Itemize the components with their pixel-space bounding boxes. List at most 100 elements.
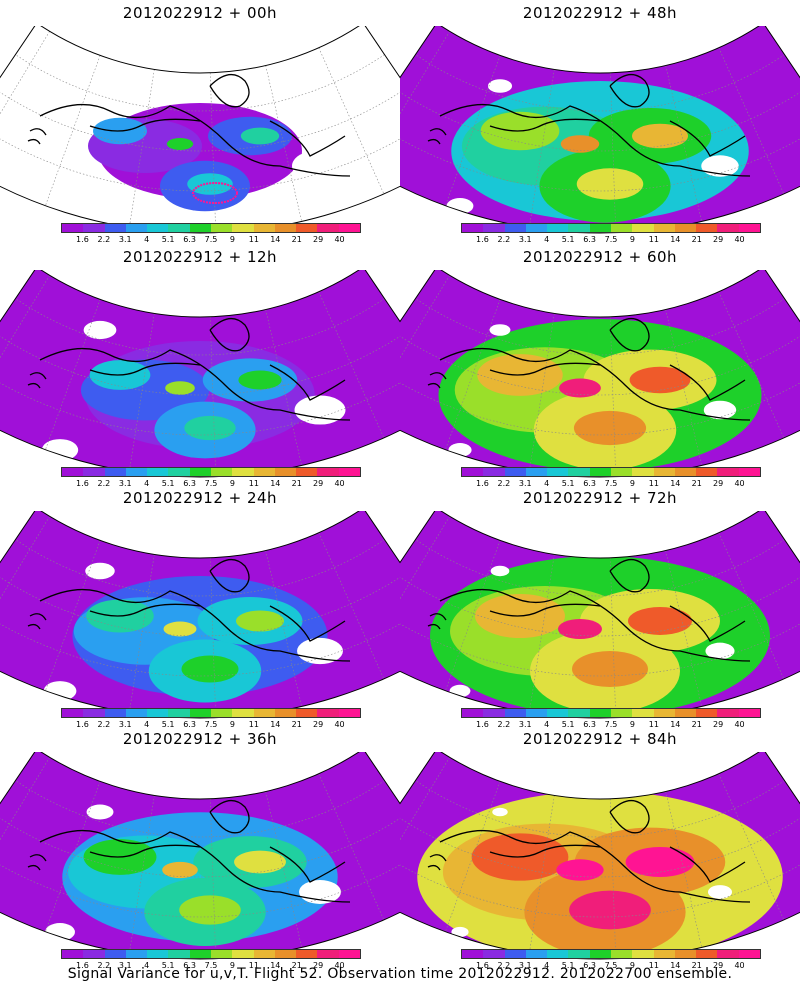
colorbar-tick-label: 1.6: [476, 961, 489, 970]
colorbar-swatch: [62, 224, 84, 232]
variance-contour: [165, 381, 195, 395]
figure-caption: Signal Variance for u,v,T. Flight 52. Ob…: [67, 966, 733, 982]
colorbar-tick-label: 2.2: [497, 479, 511, 488]
map-plot: [400, 26, 800, 234]
colorbar-swatch: [147, 709, 169, 717]
colorbar-tick-label: 29: [313, 235, 324, 244]
colorbar-tick-label: 14: [670, 720, 681, 729]
colorbar-tick-label: 7.5: [204, 235, 218, 244]
colorbar-swatch: [525, 224, 548, 232]
colorbar-tick-label: 29: [713, 479, 724, 488]
variance-contour: [576, 168, 644, 200]
variance-contour: [569, 890, 651, 930]
variance-contour: [162, 861, 198, 879]
colorbar-tick-label: 6.3: [583, 720, 596, 729]
colorbar-tick-label: 6.3: [183, 479, 196, 488]
colorbar-tick-label: 11: [648, 961, 659, 970]
colorbar-swatch: [525, 468, 548, 476]
colorbar-tick-label: 5.1: [561, 961, 575, 970]
colorbar-swatch: [62, 950, 84, 958]
colorbar-swatch: [738, 468, 760, 476]
variance-contour: [628, 607, 692, 635]
map-panel: 2012022912 + 00h 1.6 2.2 3.1 4 5.1 6.3 7.5 9 11 14…: [0, 4, 400, 249]
colorbar-tick-label: 9: [629, 961, 635, 970]
colorbar-tick-label: 4: [544, 479, 550, 488]
colorbar-swatch: [125, 468, 148, 476]
colorbar-swatch: [483, 224, 505, 232]
colorbar-tick-label: 7.5: [604, 479, 618, 488]
colorbar-tick-label: 6.3: [583, 235, 596, 244]
coastline: [27, 800, 351, 903]
colorbar-swatch: [147, 950, 169, 958]
panel-title: 2012022912 + 60h: [522, 248, 678, 266]
colorbar-swatch: [504, 709, 526, 717]
colorbar-tick-label: 40: [734, 479, 745, 488]
colorbar-swatch: [674, 468, 697, 476]
colorbar-swatch: [632, 709, 654, 717]
panel-title: 2012022912 + 24h: [122, 489, 278, 507]
variance-contour: [558, 619, 602, 639]
colorbar-swatch: [610, 950, 633, 958]
map-panel: 2012022912 + 36h 1.6 2.2 3.1 4 5.1 6.3 7.5 9 11 14…: [0, 730, 400, 975]
colorbar-swatch: [462, 950, 484, 958]
colorbar-tick-label: 11: [648, 235, 659, 244]
colorbar-swatch: [568, 224, 590, 232]
colorbar-swatch: [104, 224, 126, 232]
panel-title: 2012022912 + 00h: [122, 4, 278, 22]
colorbar-swatch: [547, 950, 569, 958]
colorbar-tick-label: 14: [670, 961, 681, 970]
coastline: [427, 318, 751, 421]
colorbar-tick-label: 9: [229, 479, 235, 488]
colorbar-swatch: [232, 224, 254, 232]
variance-contour: [234, 850, 286, 874]
colorbar-swatch: [547, 468, 569, 476]
variance-field: [400, 752, 800, 960]
colorbar-swatch: [189, 468, 211, 476]
colorbar-swatch: [610, 468, 633, 476]
variance-field: [0, 511, 400, 718]
colorbar-tick-label: 21: [691, 720, 702, 729]
map-panel: 2012022912 + 84h 1.6 2.2 3.1 4 5.1 6.3 7.5 9 11 14…: [400, 730, 800, 975]
map-panel: 2012022912 + 60h 1.6 2.2 3.1 4 5.1 6.3 7.5 9 11 14…: [400, 248, 800, 493]
colorbar-tick-label: 11: [648, 479, 659, 488]
colorbar-tick-label: 29: [313, 720, 324, 729]
colorbar-tick-label: 11: [248, 961, 259, 970]
colorbar-swatch: [317, 950, 339, 958]
colorbar-swatch: [189, 950, 211, 958]
variance-contour: [556, 859, 604, 881]
colorbar-tick-label: 7.5: [604, 720, 618, 729]
variance-contour: [184, 415, 236, 441]
colorbar-tick-label: 6.3: [183, 961, 196, 970]
colorbar: 1.6 2.2 3.1 4 5.1 6.3 7.5 9 11 14 21 29 40: [61, 223, 361, 245]
colorbar-swatch: [338, 950, 360, 958]
colorbar-swatch: [717, 224, 739, 232]
colorbar-tick-label: 2.2: [497, 720, 511, 729]
colorbar-swatch: [147, 224, 169, 232]
colorbar-swatch: [696, 709, 718, 717]
colorbar-tick-label: 2.2: [97, 235, 111, 244]
colorbar-swatch: [317, 468, 339, 476]
colorbar-tick-label: 2.2: [97, 720, 111, 729]
colorbar-tick-label: 9: [629, 720, 635, 729]
variance-contour: [560, 135, 600, 153]
colorbar-tick-label: 29: [313, 479, 324, 488]
variance-contour: [238, 370, 282, 390]
colorbar-tick-label: 14: [270, 961, 281, 970]
variance-field: [400, 26, 800, 233]
colorbar-swatch: [632, 468, 654, 476]
colorbar-swatch: [296, 224, 318, 232]
map-plot: [0, 270, 400, 478]
graticule: [0, 275, 400, 477]
colorbar-swatch: [653, 950, 675, 958]
colorbar-tick-label: 6.3: [583, 961, 596, 970]
colorbar-swatch: [525, 709, 548, 717]
colorbar: 1.6 2.2 3.1 4 5.1 6.3 7.5 9 11 14 21 29 40: [461, 467, 761, 489]
colorbar-swatch: [717, 709, 739, 717]
colorbar-swatch: [168, 950, 190, 958]
graticule: [0, 757, 400, 959]
colorbar-swatch: [296, 468, 318, 476]
colorbar-tick-label: 40: [334, 479, 345, 488]
colorbar-swatch: [504, 224, 526, 232]
colorbar-swatch: [589, 468, 611, 476]
colorbar-tick-label: 2.2: [97, 479, 111, 488]
